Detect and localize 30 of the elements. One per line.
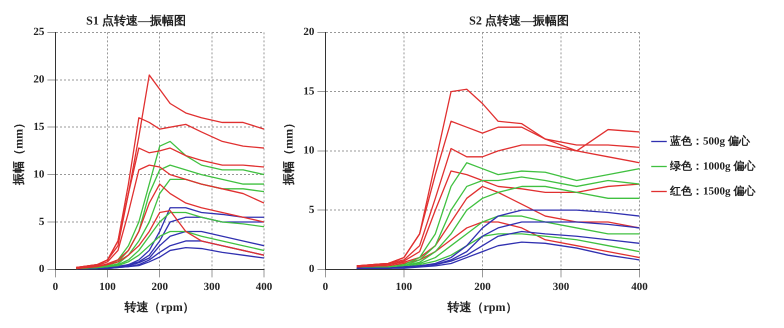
x-tick-label: 400 (631, 280, 648, 293)
x-tick-label: 100 (396, 280, 413, 293)
y-tick-label: 5 (38, 216, 45, 228)
x-tick-label: 200 (151, 280, 168, 293)
x-tick-label: 200 (474, 280, 492, 293)
y-axis-title: 振幅（mm） (11, 116, 26, 186)
chart-title: S2 点转速—振幅图 (469, 13, 569, 28)
y-tick-label: 25 (33, 26, 45, 38)
chart-title: S1 点转速—振幅图 (86, 13, 186, 28)
y-tick-label: 20 (33, 74, 45, 86)
y-tick-label: 10 (33, 168, 45, 180)
y-tick-label: 0 (308, 263, 315, 276)
y-axis-title: 振幅（mm） (281, 116, 296, 186)
y-tick-label: 0 (38, 263, 45, 276)
x-tick-label: 300 (552, 280, 570, 293)
legend-label: 蓝色：500g 偏心 (669, 134, 751, 148)
legend-label: 红色：1500g 偏心 (669, 184, 756, 198)
x-axis-title: 转速（rpm） (446, 300, 518, 314)
x-tick-label: 300 (204, 280, 221, 293)
x-tick-label: 0 (322, 280, 329, 293)
x-tick-label: 0 (52, 280, 59, 293)
y-tick-label: 15 (33, 121, 45, 134)
x-tick-label: 100 (99, 280, 116, 293)
legend-label: 绿色：1000g 偏心 (669, 159, 756, 172)
y-tick-label: 5 (308, 204, 315, 216)
y-tick-label: 10 (303, 144, 315, 157)
x-axis-title: 转速（rpm） (124, 300, 195, 314)
y-tick-label: 15 (303, 85, 315, 98)
x-tick-label: 400 (256, 280, 273, 293)
y-tick-label: 20 (303, 26, 315, 38)
